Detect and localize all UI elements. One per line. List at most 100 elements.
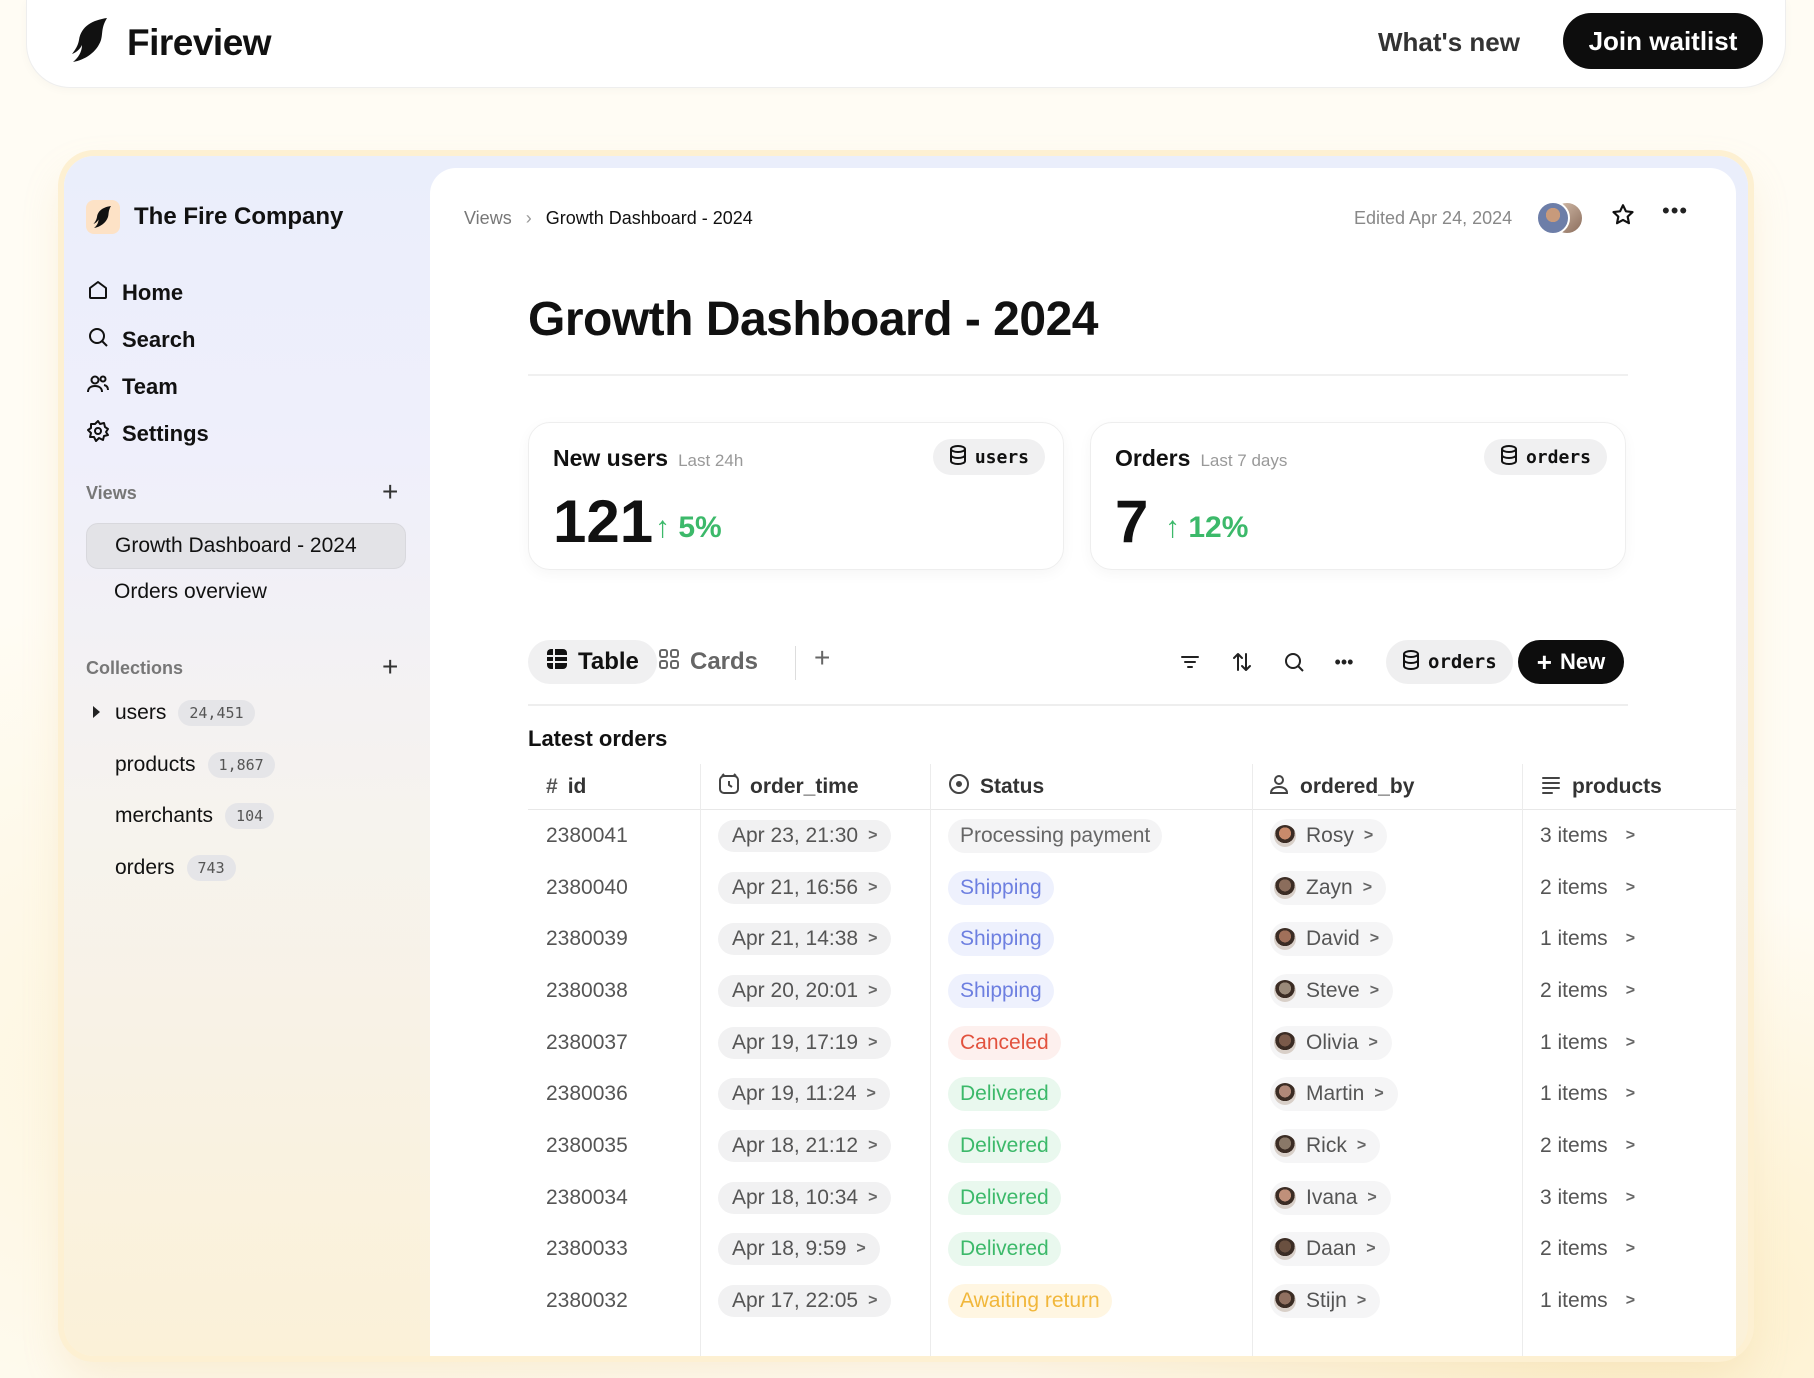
add-tab-button[interactable]: + — [814, 642, 831, 673]
nav-search[interactable]: Search — [86, 316, 209, 363]
new-record-button[interactable]: + New — [1518, 640, 1624, 684]
chevron-right-icon: > — [1374, 1085, 1384, 1103]
metric-source-pill[interactable]: orders — [1483, 439, 1607, 475]
cell-products[interactable]: 2 items > — [1540, 862, 1635, 914]
collaborator-avatars[interactable] — [1536, 200, 1588, 236]
filter-icon[interactable] — [1174, 646, 1206, 678]
collection-count: 743 — [186, 855, 236, 881]
status-badge[interactable]: Canceled — [948, 1025, 1061, 1060]
column-header-status[interactable]: Status — [948, 764, 1044, 810]
order-id: 2380032 — [546, 1289, 628, 1313]
order-time-pill[interactable]: Apr 18, 9:59 > — [718, 1233, 880, 1266]
cell-products[interactable]: 2 items > — [1540, 1224, 1635, 1276]
status-badge[interactable]: Shipping — [948, 973, 1054, 1008]
breadcrumb-root[interactable]: Views — [464, 208, 512, 228]
status-badge[interactable]: Delivered — [948, 1077, 1061, 1112]
status-badge[interactable]: Processing payment — [948, 818, 1163, 853]
brand[interactable]: Fireview — [71, 16, 272, 69]
user-pill[interactable]: David > — [1270, 922, 1394, 957]
order-id: 2380041 — [546, 823, 628, 847]
cell-products[interactable]: 1 items > — [1540, 1275, 1635, 1327]
status-badge[interactable]: Shipping — [948, 922, 1054, 957]
order-time-pill[interactable]: Apr 17, 22:05 > — [718, 1285, 892, 1318]
user-pill[interactable]: Rick > — [1270, 1128, 1381, 1163]
user-pill[interactable]: Olivia > — [1270, 1025, 1392, 1060]
user-pill[interactable]: Daan > — [1270, 1232, 1390, 1267]
table-row[interactable]: 2380037 Apr 19, 17:19 > Canceled Olivia >1 it… — [528, 1017, 1736, 1069]
order-time-pill[interactable]: Apr 18, 21:12 > — [718, 1129, 892, 1162]
more-options-icon[interactable]: ••• — [1334, 651, 1354, 672]
table-row[interactable]: 2380035 Apr 18, 21:12 > Delivered Rick >2 ite… — [528, 1120, 1736, 1172]
cell-products[interactable]: 3 items > — [1540, 1172, 1635, 1224]
collection-merchants[interactable]: merchants 104 — [115, 803, 275, 829]
star-icon[interactable] — [1610, 202, 1636, 233]
nav-home[interactable]: Home — [86, 269, 209, 316]
order-time-pill[interactable]: Apr 19, 11:24 > — [718, 1078, 890, 1111]
user-pill[interactable]: Ivana > — [1270, 1180, 1391, 1215]
column-header-ordered-by[interactable]: ordered_by — [1268, 764, 1414, 810]
metric-source-pill[interactable]: users — [932, 439, 1045, 475]
status-badge[interactable]: Delivered — [948, 1180, 1061, 1215]
column-header-products[interactable]: products — [1540, 764, 1662, 810]
column-header-id[interactable]: # id — [546, 764, 586, 810]
chevron-right-icon: > — [1362, 878, 1373, 896]
cell-products[interactable]: 2 items > — [1540, 1120, 1635, 1172]
collection-orders[interactable]: orders 743 — [115, 855, 236, 881]
source-pill[interactable]: orders — [1386, 640, 1513, 684]
view-growth-dashboard[interactable]: Growth Dashboard - 2024 — [86, 523, 406, 569]
avatar — [1274, 1186, 1296, 1209]
table-row[interactable]: 2380032 Apr 17, 22:05 > Awaiting return Stij… — [528, 1275, 1736, 1327]
order-time-pill[interactable]: Apr 21, 16:56 > — [718, 871, 892, 904]
table-row[interactable]: 2380038 Apr 20, 20:01 > Shipping Steve >2 ite… — [528, 965, 1736, 1017]
collection-products[interactable]: products 1,867 — [115, 752, 275, 778]
metric-delta-value: 5% — [678, 511, 722, 544]
user-pill[interactable]: Stijn > — [1270, 1284, 1381, 1319]
view-orders-overview[interactable]: Orders overview — [114, 580, 267, 603]
order-time-pill[interactable]: Apr 18, 10:34 > — [718, 1181, 892, 1214]
status-badge[interactable]: Delivered — [948, 1232, 1061, 1267]
collection-users[interactable]: users 24,451 — [93, 700, 255, 726]
company-name: The Fire Company — [134, 203, 344, 230]
order-time-pill[interactable]: Apr 23, 21:30 > — [718, 819, 892, 852]
add-view-button[interactable]: + — [382, 476, 399, 507]
user-pill[interactable]: Martin > — [1270, 1077, 1398, 1112]
order-time-pill[interactable]: Apr 19, 17:19 > — [718, 1026, 892, 1059]
status-badge[interactable]: Shipping — [948, 870, 1054, 905]
status-badge[interactable]: Delivered — [948, 1128, 1061, 1163]
user-pill[interactable]: Zayn > — [1270, 870, 1387, 905]
add-collection-button[interactable]: + — [382, 651, 399, 682]
cell-products[interactable]: 2 items > — [1540, 965, 1635, 1017]
tab-cards[interactable]: Cards — [640, 640, 776, 684]
whats-new-link[interactable]: What's new — [1378, 27, 1520, 57]
company-switcher[interactable]: The Fire Company — [86, 200, 343, 234]
tab-table[interactable]: Table — [528, 640, 657, 684]
avatar — [1274, 876, 1296, 899]
table-row[interactable]: 2380041 Apr 23, 21:30 > Processing payment R… — [528, 810, 1736, 862]
table-row[interactable]: 2380039 Apr 21, 14:38 > Shipping David >1 ite… — [528, 913, 1736, 965]
cell-products[interactable]: 1 items > — [1540, 913, 1635, 965]
cell-products[interactable]: 1 items > — [1540, 1017, 1635, 1069]
breadcrumb: Views › Growth Dashboard - 2024 — [464, 208, 753, 229]
status-badge[interactable]: Awaiting return — [948, 1284, 1112, 1319]
table-row[interactable]: 2380033 Apr 18, 9:59 > Delivered Daan >2 item… — [528, 1224, 1736, 1276]
chevron-right-icon: > — [1625, 1188, 1636, 1206]
order-time-pill[interactable]: Apr 21, 14:38 > — [718, 923, 892, 956]
order-time: Apr 19, 11:24 — [732, 1082, 857, 1106]
chevron-right-icon: > — [1625, 930, 1636, 948]
user-pill[interactable]: Rosy > — [1270, 818, 1388, 853]
user-pill[interactable]: Steve > — [1270, 973, 1394, 1008]
cell-products[interactable]: 1 items > — [1540, 1068, 1635, 1120]
search-icon[interactable] — [1278, 646, 1310, 678]
cell-products[interactable]: 3 items > — [1540, 810, 1635, 862]
order-time-pill[interactable]: Apr 20, 20:01 > — [718, 974, 892, 1007]
nav-team[interactable]: Team — [86, 363, 209, 410]
sort-icon[interactable] — [1226, 646, 1258, 678]
nav-settings[interactable]: Settings — [86, 410, 209, 457]
expand-caret-icon[interactable] — [93, 706, 100, 718]
join-waitlist-button[interactable]: Join waitlist — [1563, 13, 1763, 69]
table-row[interactable]: 2380036 Apr 19, 11:24 > Delivered Martin >1 i… — [528, 1068, 1736, 1120]
more-options-icon[interactable]: ••• — [1662, 198, 1689, 223]
table-row[interactable]: 2380040 Apr 21, 16:56 > Shipping Zayn >2 item… — [528, 862, 1736, 914]
column-header-order-time[interactable]: order_time — [718, 764, 859, 810]
table-row[interactable]: 2380034 Apr 18, 10:34 > Delivered Ivana >3 it… — [528, 1172, 1736, 1224]
